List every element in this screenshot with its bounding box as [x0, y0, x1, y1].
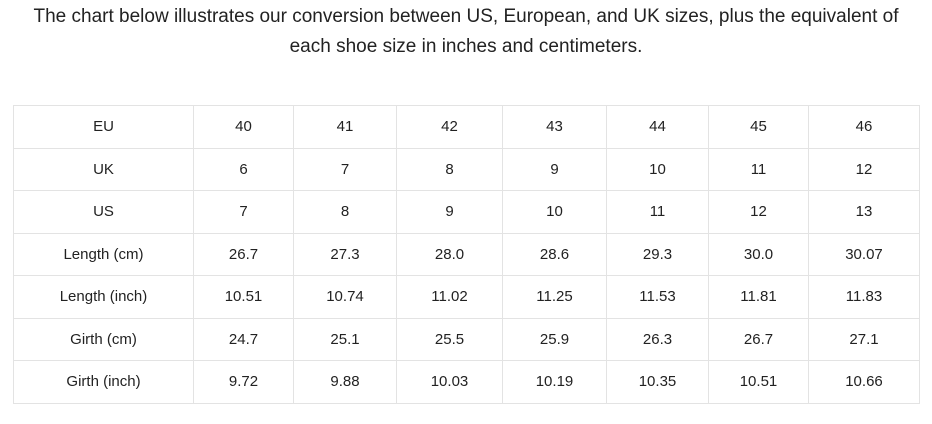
- table-cell: 30.0: [708, 232, 809, 276]
- table-cell: 28.6: [502, 232, 607, 276]
- table-cell: 26.7: [708, 317, 809, 361]
- row-header-cell: Length (cm): [13, 232, 194, 276]
- row-header-cell: Length (inch): [13, 275, 194, 319]
- table-cell: 10.51: [708, 360, 809, 404]
- table-cell: 7: [193, 190, 294, 234]
- table-cell: 42: [396, 105, 503, 149]
- table-cell: 10.74: [293, 275, 397, 319]
- table-cell: 27.1: [808, 317, 920, 361]
- table-cell: 11.02: [396, 275, 503, 319]
- table-row: Girth (cm) 24.7 25.1 25.5 25.9 26.3 26.7 27.1: [13, 317, 920, 361]
- table-cell: 24.7: [193, 317, 294, 361]
- table-cell: 25.9: [502, 317, 607, 361]
- table-cell: 25.5: [396, 317, 503, 361]
- table-cell: 8: [293, 190, 397, 234]
- table-cell: 10.19: [502, 360, 607, 404]
- table-row: US 7 8 9 10 11 12 13: [13, 190, 920, 234]
- table-cell: 10: [502, 190, 607, 234]
- table-cell: 12: [808, 147, 920, 191]
- table-cell: 45: [708, 105, 809, 149]
- table-cell: 11.83: [808, 275, 920, 319]
- table-cell: 8: [396, 147, 503, 191]
- table-cell: 10.03: [396, 360, 503, 404]
- row-header-cell: EU: [13, 105, 194, 149]
- table-cell: 30.07: [808, 232, 920, 276]
- table-cell: 9.88: [293, 360, 397, 404]
- table-cell: 10.66: [808, 360, 920, 404]
- table-cell: 11.81: [708, 275, 809, 319]
- table-cell: 12: [708, 190, 809, 234]
- table-cell: 25.1: [293, 317, 397, 361]
- table-row: UK 6 7 8 9 10 11 12: [13, 147, 920, 191]
- table-cell: 29.3: [606, 232, 709, 276]
- table-cell: 26.7: [193, 232, 294, 276]
- row-header-cell: UK: [13, 147, 194, 191]
- table-cell: 46: [808, 105, 920, 149]
- table-cell: 11: [606, 190, 709, 234]
- table-cell: 11.53: [606, 275, 709, 319]
- row-header-cell: US: [13, 190, 194, 234]
- table-cell: 11.25: [502, 275, 607, 319]
- table-cell: 11: [708, 147, 809, 191]
- table-row: EU 40 41 42 43 44 45 46: [13, 105, 920, 149]
- table-cell: 13: [808, 190, 920, 234]
- row-header-cell: Girth (inch): [13, 360, 194, 404]
- intro-text: The chart below illustrates our conversi…: [33, 6, 899, 57]
- table-cell: 10: [606, 147, 709, 191]
- table-cell: 10.51: [193, 275, 294, 319]
- table-cell: 40: [193, 105, 294, 149]
- table-cell: 41: [293, 105, 397, 149]
- size-table: EU 40 41 42 43 44 45 46 UK 6 7 8 9 10 11 12 US 7 8 9 10 11 12 1…: [13, 105, 920, 404]
- row-header-cell: Girth (cm): [13, 317, 194, 361]
- table-cell: 9: [502, 147, 607, 191]
- table-cell: 26.3: [606, 317, 709, 361]
- table-row: Girth (inch) 9.72 9.88 10.03 10.19 10.35 10.51…: [13, 360, 920, 404]
- table-cell: 10.35: [606, 360, 709, 404]
- table-cell: 27.3: [293, 232, 397, 276]
- table-cell: 7: [293, 147, 397, 191]
- table-cell: 9: [396, 190, 503, 234]
- table-cell: 28.0: [396, 232, 503, 276]
- table-cell: 9.72: [193, 360, 294, 404]
- table-row: Length (inch) 10.51 10.74 11.02 11.25 11.53 11…: [13, 275, 920, 319]
- table-cell: 6: [193, 147, 294, 191]
- table-cell: 44: [606, 105, 709, 149]
- table-cell: 43: [502, 105, 607, 149]
- table-row: Length (cm) 26.7 27.3 28.0 28.6 29.3 30.0 30.07: [13, 232, 920, 276]
